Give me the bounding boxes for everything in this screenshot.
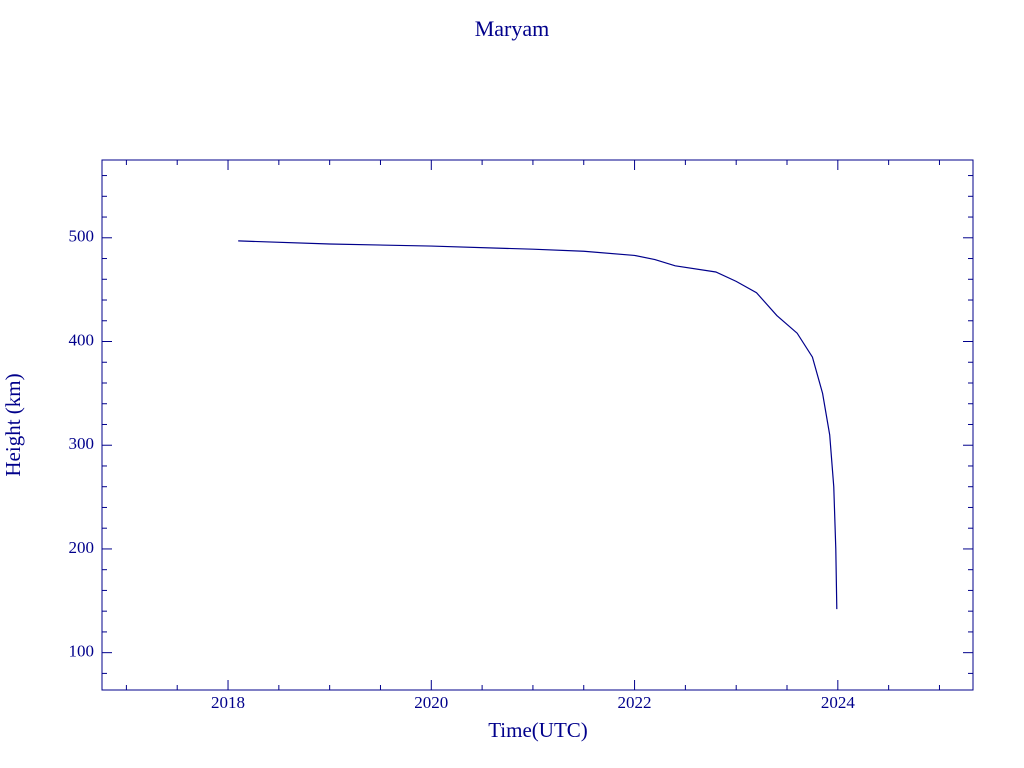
y-tick-label: 400 bbox=[69, 330, 95, 349]
x-tick-label: 2022 bbox=[618, 693, 652, 712]
plot-frame bbox=[101, 159, 974, 691]
data-line bbox=[238, 240, 838, 610]
y-tick-label: 100 bbox=[69, 642, 95, 661]
y-tick-label: 200 bbox=[69, 538, 95, 557]
x-axis-title: Time(UTC) bbox=[488, 718, 588, 742]
x-tick-label: 2020 bbox=[414, 693, 448, 712]
chart-title: Maryam bbox=[475, 16, 550, 41]
y-tick-label: 300 bbox=[69, 434, 95, 453]
x-tick-label: 2018 bbox=[211, 693, 245, 712]
y-tick-label: 500 bbox=[69, 227, 95, 246]
x-tick-label: 2024 bbox=[821, 693, 856, 712]
y-axis-title: Height (km) bbox=[1, 373, 25, 476]
